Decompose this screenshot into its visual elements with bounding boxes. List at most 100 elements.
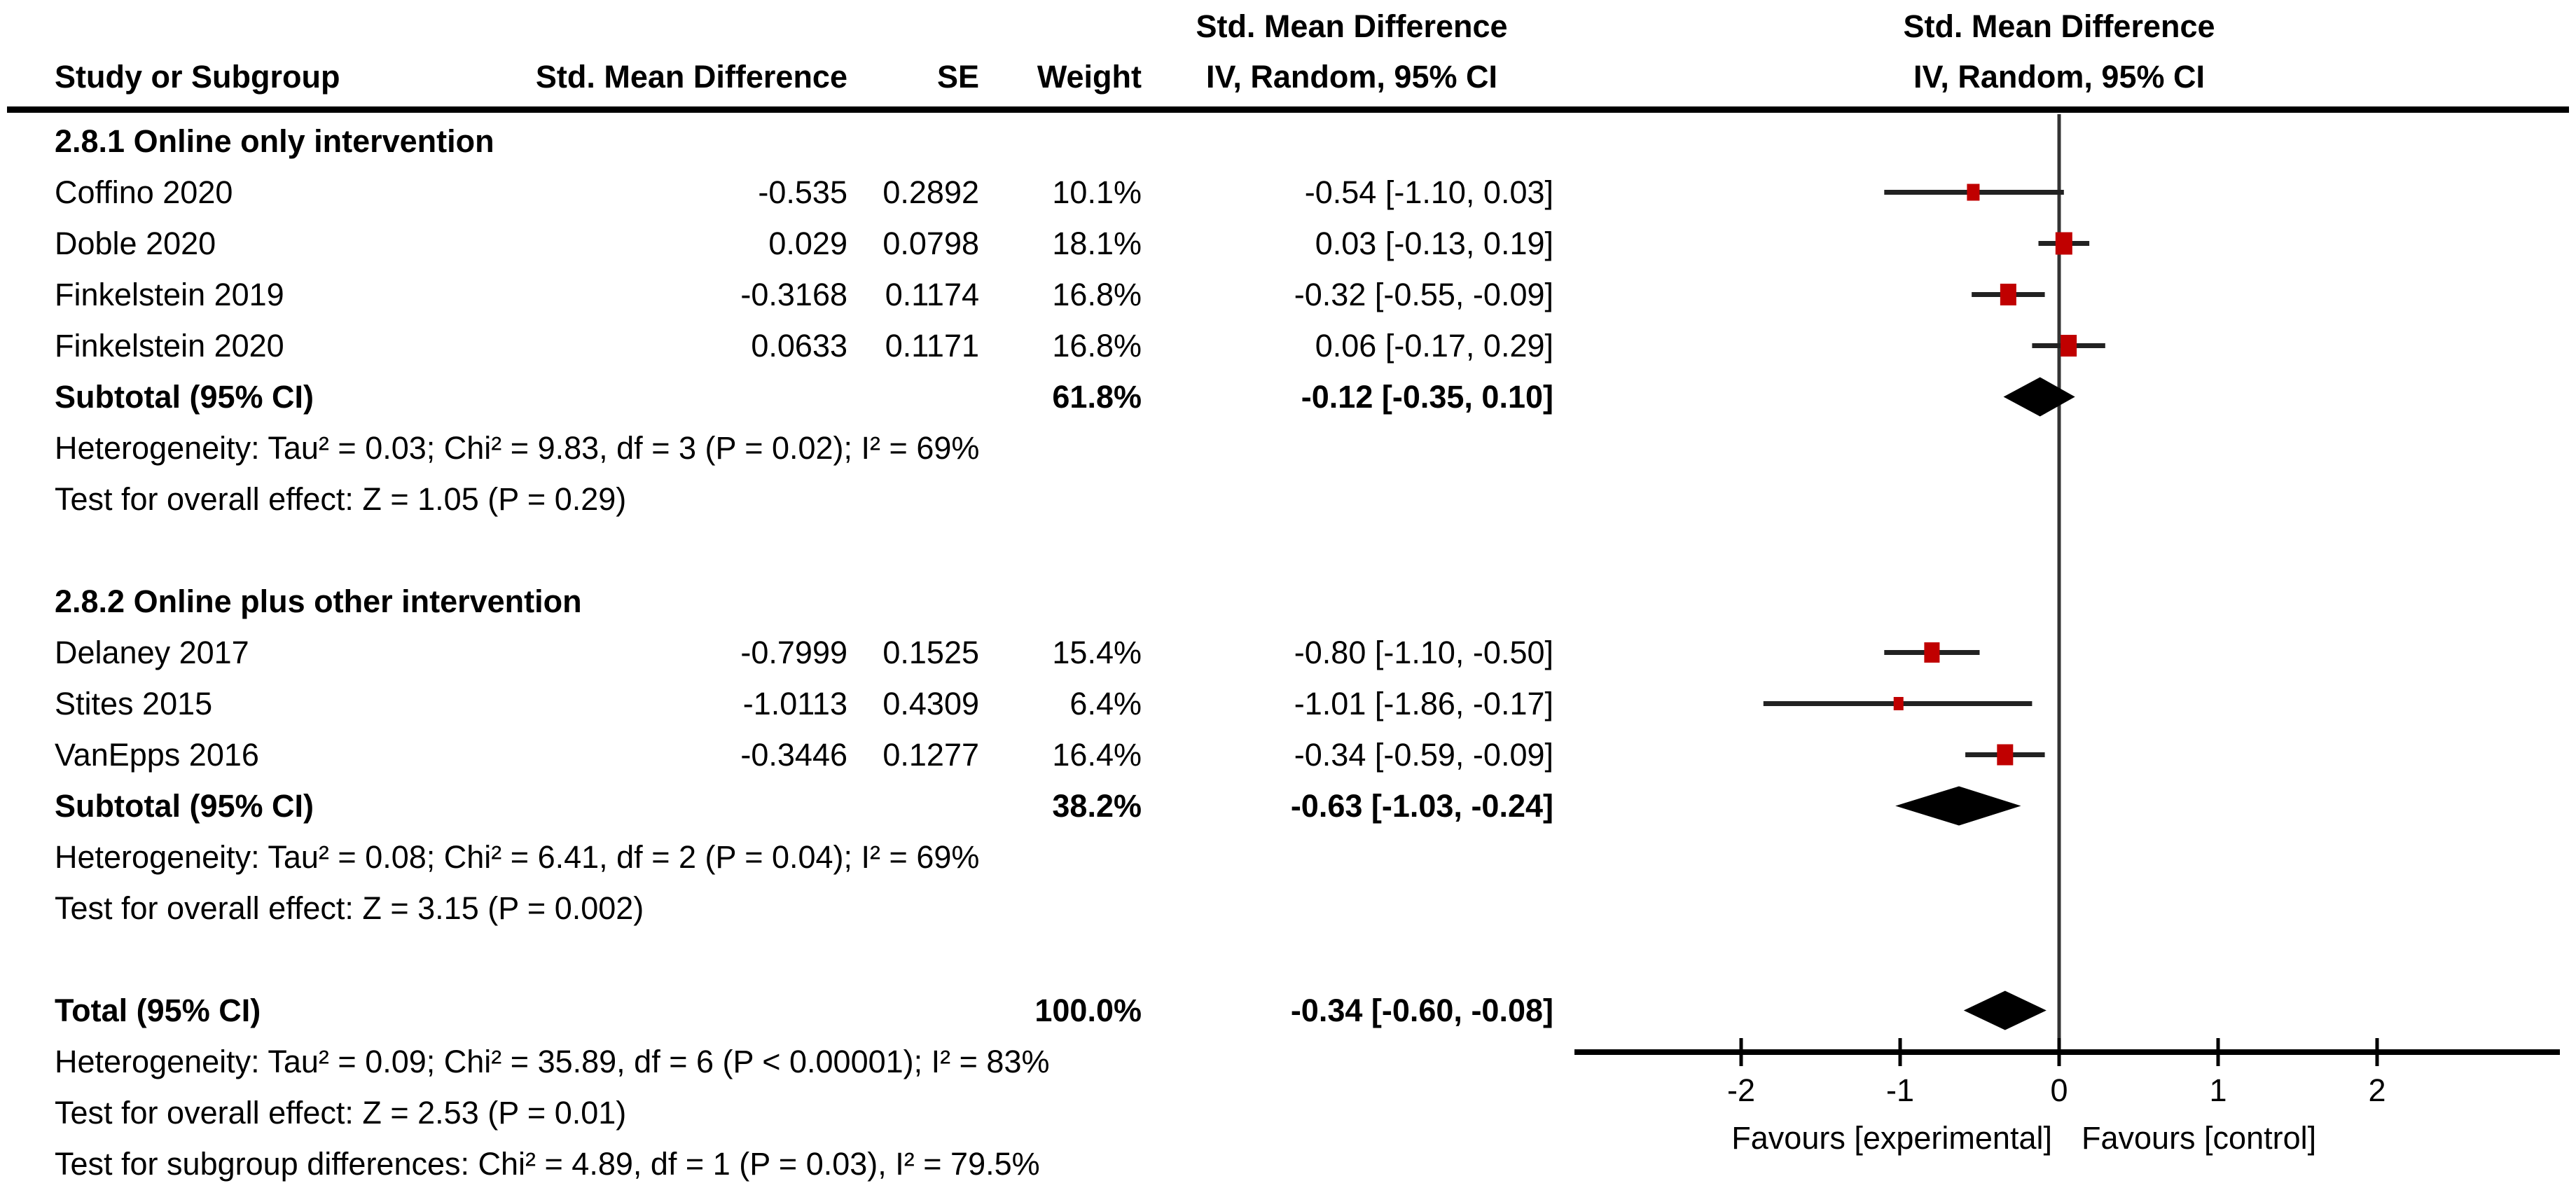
x-axis-tick-label: 0 [2050,1072,2068,1108]
table-row: Finkelstein 2020 0.0633 0.1171 16.8% 0.06 [-… [0,320,2576,371]
effect-size-marker [1967,184,1980,201]
x-axis-tick-label: -2 [1727,1072,1755,1108]
table-row: 2.8.1 Online only intervention [0,116,2576,167]
table-row: 2.8.2 Online plus other intervention [0,576,2576,627]
subtotal-weight-value: 61.8% [1052,379,1142,415]
statistics-note: Heterogeneity: Tau² = 0.08; Chi² = 6.41,… [55,839,980,875]
table-row: Test for overall effect: Z = 1.05 (P = 0… [0,474,2576,525]
table-row: Total (95% CI) 100.0% -0.34 [-0.60, -0.08] [0,985,2576,1036]
table-row: Doble 2020 0.029 0.0798 18.1% 0.03 [-0.13, 0… [0,218,2576,269]
subtotal-label: Subtotal (95% CI) [55,788,314,824]
study-name: VanEpps 2016 [55,737,259,773]
subtotal-ci-value: -0.12 [-0.35, 0.10] [1301,379,1553,415]
header-divider-line [7,106,2569,113]
study-name: Coffino 2020 [55,174,233,210]
study-name: Doble 2020 [55,226,216,261]
study-weight-value: 6.4% [1069,686,1142,721]
effect-size-marker [1997,744,2014,766]
statistics-note: Test for overall effect: Z = 3.15 (P = 0… [55,890,644,926]
study-smd-value: -0.3446 [740,737,847,773]
table-row: VanEpps 2016 -0.3446 0.1277 16.4% -0.34 [-0.… [0,729,2576,780]
table-row: Delaney 2017 -0.7999 0.1525 15.4% -0.80 [-1.… [0,627,2576,678]
study-ci-value: -0.34 [-0.59, -0.09] [1294,737,1553,773]
table-row: Heterogeneity: Tau² = 0.09; Chi² = 35.89… [0,1036,2576,1087]
study-smd-value: -0.535 [758,174,847,210]
x-axis-tick-label: 1 [2209,1072,2227,1108]
table-row: Stites 2015 -1.0113 0.4309 6.4% -1.01 [-1.86… [0,678,2576,729]
forest-table-body: 2.8.1 Online only intervention Coffino 20… [0,116,2576,1189]
effect-size-marker [2055,232,2072,255]
column-header-ci-line2: IV, Random, 95% CI [1206,59,1497,95]
study-smd-value: -0.3168 [740,277,847,312]
study-weight-value: 16.8% [1052,328,1142,364]
statistics-note: Heterogeneity: Tau² = 0.03; Chi² = 9.83,… [55,430,980,466]
table-row: Subtotal (95% CI) 61.8% -0.12 [-0.35, 0.10… [0,371,2576,422]
subtotal-label: Subtotal (95% CI) [55,379,314,415]
x-axis-tick-label: -1 [1886,1072,1914,1108]
statistics-note: Test for overall effect: Z = 1.05 (P = 0… [55,481,627,517]
study-se-value: 0.1277 [882,737,979,773]
table-row: Finkelstein 2019 -0.3168 0.1174 16.8% -0.32 … [0,269,2576,320]
study-se-value: 0.1171 [885,328,979,364]
effect-size-marker [2061,335,2077,357]
statistics-note: Heterogeneity: Tau² = 0.09; Chi² = 35.89… [55,1044,1050,1079]
column-header-weight: Weight [1037,59,1142,95]
column-header-study: Study or Subgroup [55,59,340,95]
study-name: Finkelstein 2020 [55,328,284,364]
study-name: Stites 2015 [55,686,213,721]
study-smd-value: -1.0113 [742,686,847,721]
study-smd-value: 0.029 [768,226,847,261]
subgroup-title: 2.8.1 Online only intervention [55,123,494,159]
study-se-value: 0.2892 [882,174,979,210]
column-header-plot-line2: IV, Random, 95% CI [1913,59,2205,95]
study-smd-value: -0.7999 [740,635,847,670]
table-row: Coffino 2020 -0.535 0.2892 10.1% -0.54 [-1.1… [0,167,2576,218]
study-ci-value: 0.03 [-0.13, 0.19] [1315,226,1553,261]
column-header-se: SE [936,59,979,95]
total-label: Total (95% CI) [55,993,261,1028]
column-header-ci-line1: Std. Mean Difference [1196,8,1508,44]
statistics-note: Test for subgroup differences: Chi² = 4.… [55,1146,1040,1182]
subtotal-diamond [1895,786,2021,826]
study-se-value: 0.1525 [882,635,979,670]
table-row: Test for subgroup differences: Chi² = 4.… [0,1138,2576,1189]
column-header-plot-line1: Std. Mean Difference [1903,8,2215,44]
study-ci-value: -0.54 [-1.10, 0.03] [1304,174,1553,210]
study-ci-value: 0.06 [-0.17, 0.29] [1315,328,1553,364]
study-weight-value: 15.4% [1052,635,1142,670]
table-row: Test for overall effect: Z = 2.53 (P = 0… [0,1087,2576,1138]
study-se-value: 0.4309 [882,686,979,721]
total-diamond [1963,990,2047,1030]
favours-control-label: Favours [control] [2082,1120,2316,1156]
subtotal-weight-value: 38.2% [1052,788,1142,824]
study-se-value: 0.1174 [885,277,979,312]
favours-experimental-label: Favours [experimental] [1731,1120,2052,1156]
x-axis-tick-label: 2 [2368,1072,2385,1108]
study-name: Delaney 2017 [55,635,249,670]
study-ci-value: -0.80 [-1.10, -0.50] [1294,635,1553,670]
effect-size-marker [1893,697,1904,710]
study-weight-value: 16.8% [1052,277,1142,312]
study-ci-value: -0.32 [-0.55, -0.09] [1294,277,1553,312]
study-se-value: 0.0798 [882,226,979,261]
total-ci-value: -0.34 [-0.60, -0.08] [1290,993,1553,1028]
subtotal-ci-value: -0.63 [-1.03, -0.24] [1290,788,1553,824]
table-row: Subtotal (95% CI) 38.2% -0.63 [-1.03, -0.2… [0,780,2576,831]
table-row: Heterogeneity: Tau² = 0.03; Chi² = 9.83,… [0,422,2576,474]
subgroup-title: 2.8.2 Online plus other intervention [55,583,582,619]
study-weight-value: 10.1% [1052,174,1142,210]
study-weight-value: 18.1% [1052,226,1142,261]
study-ci-value: -1.01 [-1.86, -0.17] [1294,686,1553,721]
study-weight-value: 16.4% [1052,737,1142,773]
forest-plot-canvas: -2 -1 0 1 2 Favours [experimental] Favours [co… [1574,114,2560,1156]
table-row: Test for overall effect: Z = 3.15 (P = 0… [0,883,2576,934]
column-header-smd: Std. Mean Difference [535,59,847,95]
subtotal-diamond [2003,377,2075,417]
study-smd-value: 0.0633 [751,328,847,364]
table-row: Heterogeneity: Tau² = 0.08; Chi² = 6.41,… [0,831,2576,883]
total-weight-value: 100.0% [1034,993,1142,1028]
study-name: Finkelstein 2019 [55,277,284,312]
effect-size-marker [1924,642,1940,663]
effect-size-marker [2000,284,2016,305]
